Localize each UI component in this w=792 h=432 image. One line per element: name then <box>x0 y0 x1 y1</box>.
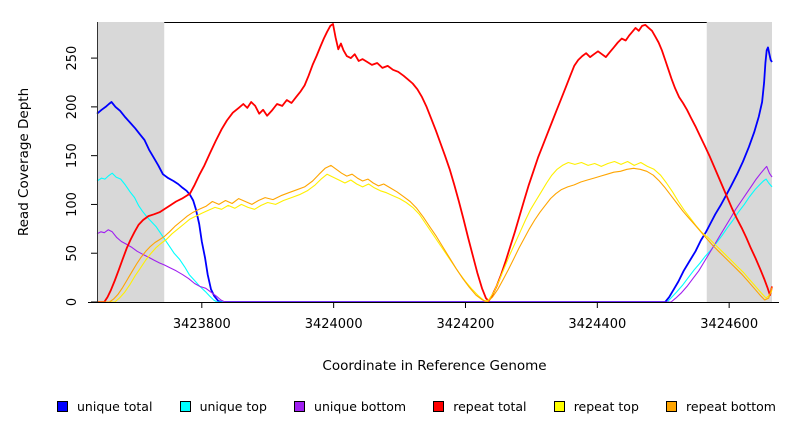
x-tick-label: 3424200 <box>437 317 495 332</box>
legend-item-repeat-top: repeat top <box>553 398 639 414</box>
y-tick-label: 150 <box>65 143 80 168</box>
legend-label: repeat top <box>573 398 639 414</box>
series-line-unique-top <box>96 172 773 303</box>
legend-label: repeat total <box>453 398 527 414</box>
legend-item-unique-bottom: unique bottom <box>294 399 406 414</box>
legend-label: unique top <box>199 398 267 414</box>
legend-swatch-unique-total <box>57 400 68 412</box>
y-axis-title: Read Coverage Depth <box>16 88 32 236</box>
y-tick-label: 200 <box>65 94 80 119</box>
series-line-repeat-bottom <box>97 164 773 303</box>
legend-swatch-unique-top <box>179 400 191 412</box>
legend-label: unique total <box>77 398 153 414</box>
legend-item-unique-top: unique top <box>179 398 267 414</box>
series-line-unique-bottom <box>96 165 773 303</box>
legend: unique total unique top unique bottom re… <box>0 394 792 418</box>
legend-label: unique bottom <box>314 398 407 414</box>
legend-swatch-repeat-total <box>433 400 445 412</box>
y-tick-label: 50 <box>65 245 80 262</box>
x-axis-title: Coordinate in Reference Genome <box>322 358 546 374</box>
y-tick-label: 0 <box>65 298 80 306</box>
masked-region <box>97 22 165 302</box>
legend-swatch-repeat-bottom <box>666 400 678 412</box>
x-tick-label: 3424400 <box>568 317 626 332</box>
x-tick-label: 3424600 <box>700 317 758 332</box>
legend-swatch-unique-bottom <box>294 400 306 412</box>
x-tick-label: 3424000 <box>305 317 363 332</box>
legend-item-repeat-total: repeat total <box>433 398 527 414</box>
series-line-repeat-total <box>97 23 773 303</box>
y-tick-label: 250 <box>65 46 80 71</box>
masked-region <box>706 22 772 302</box>
x-tick-label: 3423800 <box>173 317 231 332</box>
legend-item-repeat-bottom: repeat bottom <box>666 399 776 414</box>
series-line-unique-total <box>96 46 773 303</box>
legend-item-unique-total: unique total <box>57 399 152 414</box>
series-line-repeat-top <box>97 160 773 303</box>
y-tick-label: 100 <box>65 192 80 217</box>
legend-swatch-repeat-top <box>553 400 565 412</box>
legend-label: repeat bottom <box>686 398 776 414</box>
